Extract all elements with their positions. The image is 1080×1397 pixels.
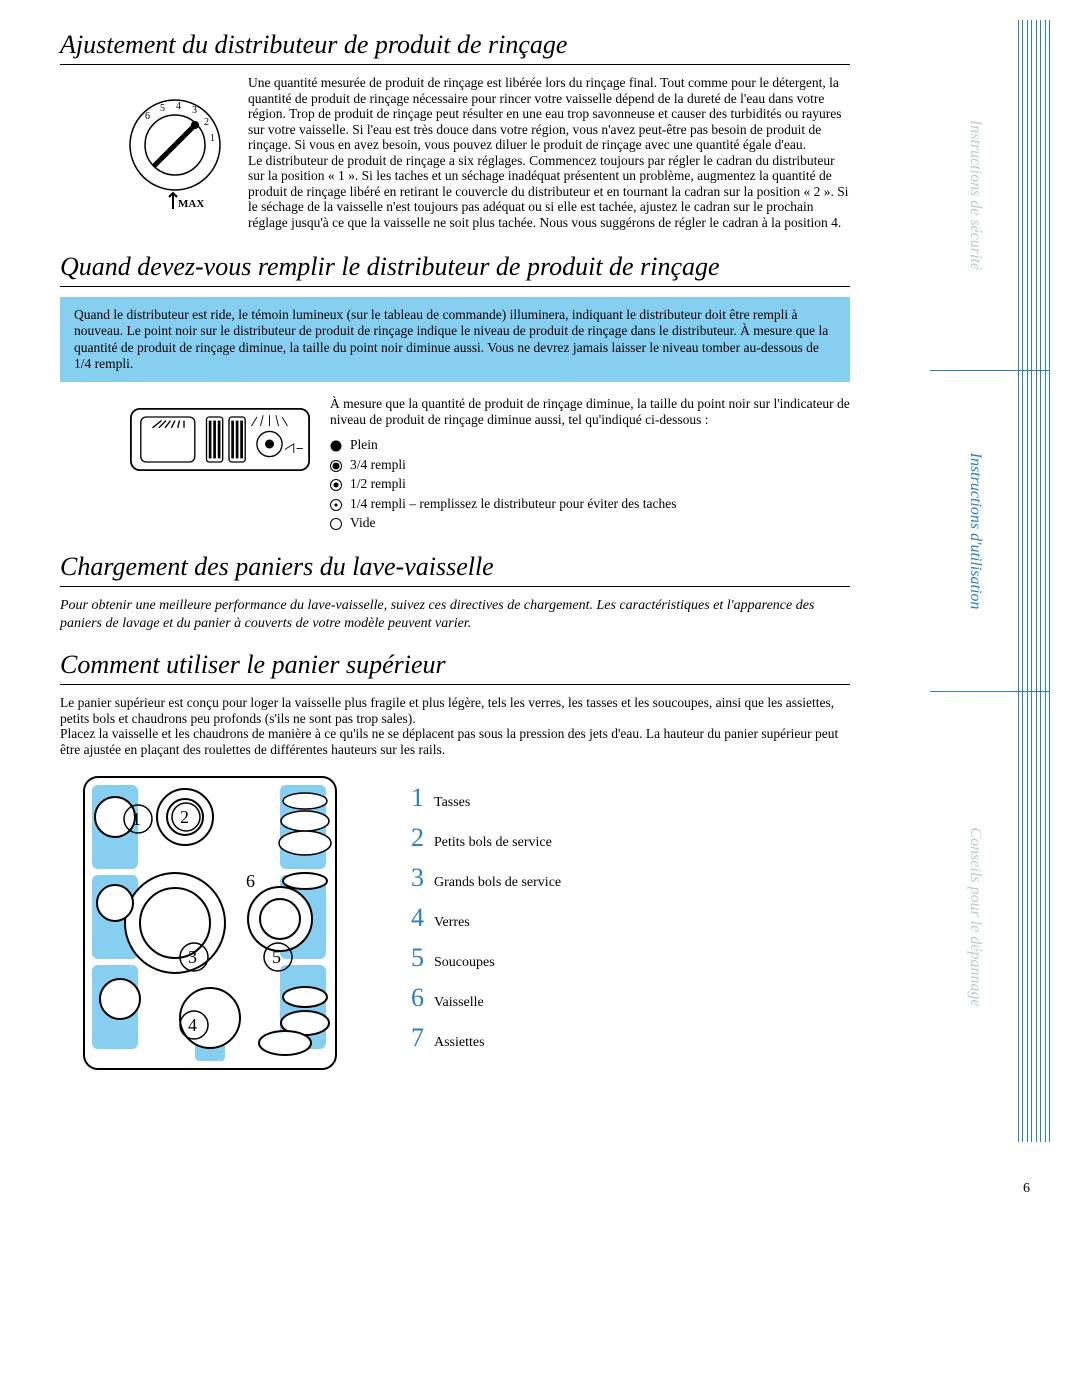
levels-list: Plein 3/4 rempli 1/2 rempli 1/4 rempli –… [330, 436, 850, 532]
legend-number: 3 [400, 863, 424, 893]
level-label: 3/4 rempli [350, 456, 406, 474]
rinse-dial-icon: 6 5 4 3 2 1 MAX [120, 85, 230, 225]
levels-intro: À mesure que la quantité de produit de r… [330, 396, 850, 428]
svg-text:1: 1 [210, 133, 215, 144]
svg-text:MAX: MAX [178, 198, 204, 210]
rack-diagram: 1 2 3 4 5 6 [60, 773, 340, 1078]
side-nav-label: Conseils pour le dépannage [966, 827, 984, 1006]
section1-body: 6 5 4 3 2 1 MAX Une quantité mesurée de … [60, 75, 850, 230]
dispenser-diagram [60, 396, 310, 489]
level-quarter-icon [330, 498, 342, 510]
svg-text:5: 5 [160, 103, 165, 114]
legend-label: Grands bols de service [434, 875, 561, 891]
section3-intro: Pour obtenir une meilleure performance d… [60, 597, 850, 632]
svg-text:5: 5 [272, 947, 281, 967]
legend-item: 3 Grands bols de service [400, 863, 850, 893]
svg-text:6: 6 [246, 871, 255, 891]
side-nav-item: Instructions de sécurité [900, 20, 1050, 370]
legend-number: 4 [400, 903, 424, 933]
side-nav-label: Instructions de sécurité [966, 120, 984, 270]
legend-item: 5 Soucoupes [400, 943, 850, 973]
legend-label: Petits bols de service [434, 835, 552, 851]
section2-title: Quand devez-vous remplir le distributeur… [60, 252, 850, 287]
section4-paragraph: Le panier supérieur est conçu pour loger… [60, 695, 850, 757]
svg-text:1: 1 [132, 809, 141, 829]
legend-item: 2 Petits bols de service [400, 823, 850, 853]
dispenser-icon [130, 404, 310, 484]
side-nav: Instructions de sécurité Instructions d'… [900, 20, 1050, 1200]
section2-highlight: Quand le distributeur est ride, le témoi… [60, 297, 850, 382]
svg-text:2: 2 [204, 117, 209, 128]
level-label: Plein [350, 436, 378, 454]
document-page: Ajustement du distributeur de produit de… [0, 0, 1080, 1397]
legend-label: Tasses [434, 795, 470, 811]
legend-number: 2 [400, 823, 424, 853]
level-item: Plein [330, 436, 850, 454]
legend-item: 7 Assiettes [400, 1023, 850, 1053]
side-nav-item-active: Instructions d'utilisation [900, 371, 1050, 691]
svg-text:4: 4 [176, 101, 181, 112]
upper-rack-icon: 1 2 3 4 5 6 [80, 773, 340, 1073]
svg-text:6: 6 [145, 111, 150, 122]
legend-number: 6 [400, 983, 424, 1013]
legend-item: 1 Tasses [400, 783, 850, 813]
legend-label: Soucoupes [434, 955, 495, 971]
section1-title: Ajustement du distributeur de produit de… [60, 30, 850, 65]
svg-text:3: 3 [192, 105, 197, 116]
section2-body: À mesure que la quantité de produit de r… [60, 396, 850, 534]
legend-label: Assiettes [434, 1035, 485, 1051]
section4-title: Comment utiliser le panier supérieur [60, 650, 850, 685]
level-label: 1/4 rempli – remplissez le distributeur … [350, 495, 677, 513]
level-label: Vide [350, 514, 375, 532]
section1-paragraph: Une quantité mesurée de produit de rinça… [248, 75, 850, 230]
legend-item: 6 Vaisselle [400, 983, 850, 1013]
side-nav-item: Conseils pour le dépannage [900, 692, 1050, 1142]
legend-number: 5 [400, 943, 424, 973]
level-item: 3/4 rempli [330, 456, 850, 474]
page-number: 6 [1023, 1181, 1030, 1197]
level-half-icon [330, 478, 342, 490]
level-item: 1/2 rempli [330, 475, 850, 493]
levels-block: À mesure que la quantité de produit de r… [330, 396, 850, 534]
side-nav-label: Instructions d'utilisation [966, 453, 984, 610]
section3-title: Chargement des paniers du lave-vaisselle [60, 552, 850, 587]
legend-label: Vaisselle [434, 995, 484, 1011]
legend-number: 7 [400, 1023, 424, 1053]
svg-text:3: 3 [188, 947, 197, 967]
level-item: Vide [330, 514, 850, 532]
legend-number: 1 [400, 783, 424, 813]
level-full-icon [330, 439, 342, 451]
svg-text:4: 4 [188, 1015, 197, 1035]
level-item: 1/4 rempli – remplissez le distributeur … [330, 495, 850, 513]
legend-item: 4 Verres [400, 903, 850, 933]
rack-legend: 1 Tasses 2 Petits bols de service 3 Grands bo… [400, 773, 850, 1063]
section4-body: 1 2 3 4 5 6 1Tasses2Petits bols de s [60, 773, 850, 1078]
level-empty-icon [330, 517, 342, 529]
svg-text:2: 2 [180, 807, 189, 827]
legend-label: Verres [434, 915, 470, 931]
dial-diagram: 6 5 4 3 2 1 MAX [60, 75, 230, 230]
level-three4-icon [330, 459, 342, 471]
level-label: 1/2 rempli [350, 475, 406, 493]
